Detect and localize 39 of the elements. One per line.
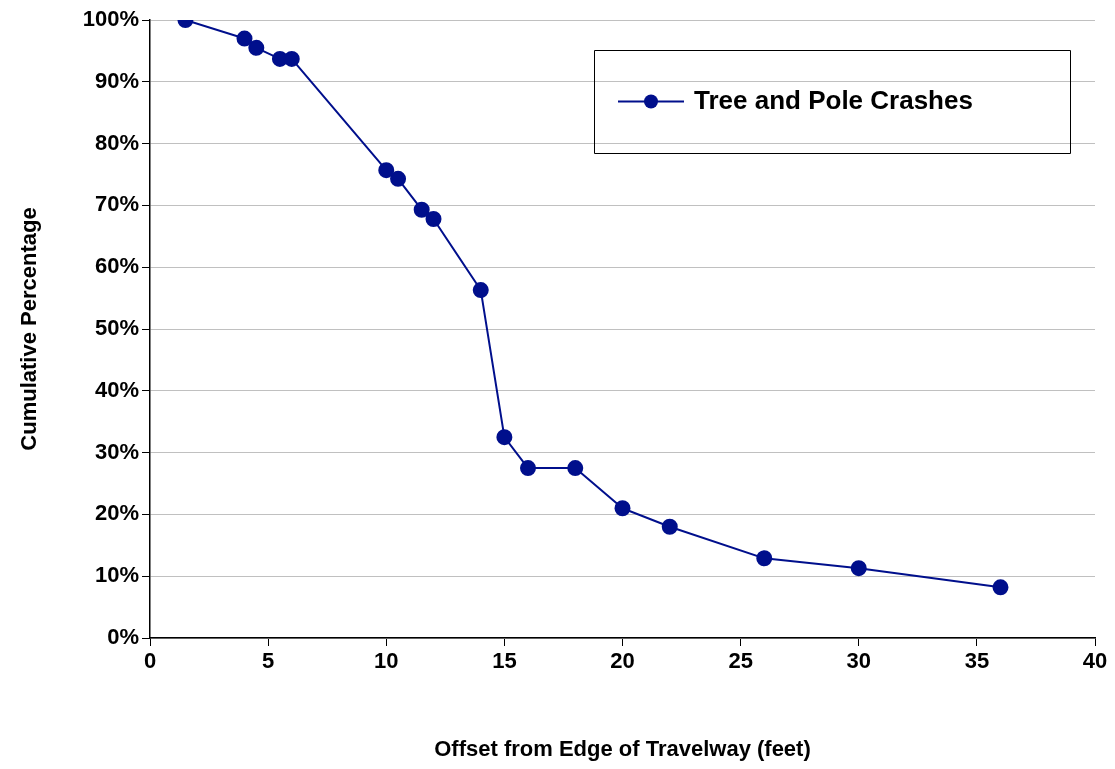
x-tick-label: 0 (143, 648, 157, 674)
point (661, 518, 678, 535)
point (248, 39, 265, 56)
y-tick-label: 30% (94, 438, 139, 464)
y-tick-label: 10% (94, 562, 139, 588)
point (378, 162, 395, 179)
x-tick-label: 30 (846, 648, 871, 674)
point (390, 170, 407, 187)
legend-label: Tree and Pole Crashes (694, 84, 973, 115)
point (756, 550, 773, 567)
point (283, 50, 300, 67)
point (496, 429, 513, 446)
point (614, 500, 631, 517)
x-axis-title: Offset from Edge of Travelway (feet) (434, 736, 811, 762)
point (425, 211, 442, 227)
y-tick-label: 20% (94, 500, 139, 526)
x-tick-label: 25 (728, 648, 753, 674)
point (992, 579, 1009, 596)
y-axis-title: Cumulative Percentage (16, 207, 42, 451)
point (520, 460, 536, 477)
y-tick-label: 40% (94, 376, 139, 402)
point (850, 560, 867, 577)
x-tick-label: 5 (262, 648, 275, 674)
point (472, 282, 489, 299)
x-tick-label: 35 (964, 648, 990, 674)
y-tick-label: 90% (94, 67, 139, 93)
y-tick-label: 60% (94, 253, 139, 279)
x-tick-label: 40 (1082, 648, 1108, 674)
y-tick-label: 50% (94, 315, 139, 341)
point (567, 460, 584, 477)
x-tick-label: 15 (492, 648, 517, 674)
point (236, 30, 253, 47)
y-tick-label: 100% (82, 6, 139, 32)
y-tick-label: 80% (94, 129, 139, 155)
point (413, 201, 430, 218)
y-tick-label: 70% (94, 191, 139, 217)
x-tick-label: 20 (610, 648, 635, 674)
x-tick-label: 10 (374, 648, 399, 674)
y-tick-label: 0% (107, 624, 139, 650)
